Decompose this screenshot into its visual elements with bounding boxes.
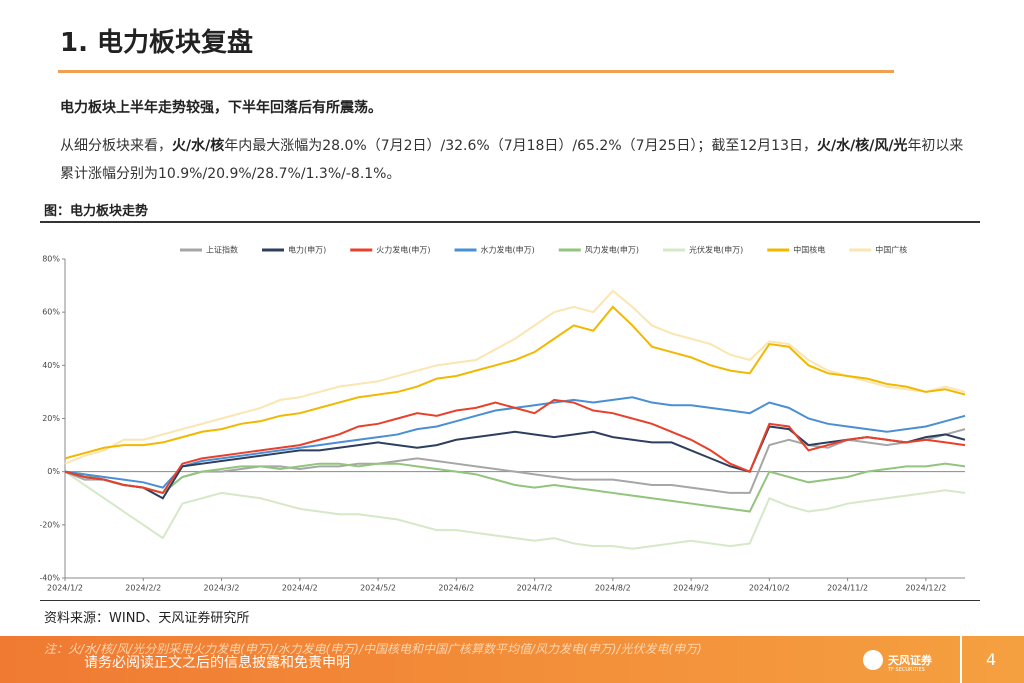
y-tick-label: -20% (40, 520, 60, 529)
title: 1. 电力板块复盘 (60, 28, 254, 58)
legend-label: 上证指数 (206, 245, 238, 255)
title-rule (58, 70, 894, 73)
legend-label: 中国广核 (875, 245, 907, 255)
y-tick-label: 20% (42, 414, 60, 423)
x-tick-label: 2024/4/2 (282, 584, 318, 593)
logo: 天风证券 (888, 654, 932, 667)
series-line (64, 428, 966, 495)
chart: -40% -20% 0% 20% 40% 60% 80% 2024/1/2 2024/2/2 20… (40, 245, 966, 593)
page-number: 4 (986, 650, 997, 669)
y-tick-label: 0% (47, 467, 60, 476)
x-tick-label: 2024/6/2 (438, 584, 474, 593)
disclaimer: 请务必阅读正文之后的信息披露和免责申明 (84, 655, 350, 671)
x-tick-label: 2024/5/2 (360, 584, 396, 593)
figure-rule (40, 221, 980, 223)
text: 年内最大涨幅为28.0%（7月2日）/32.6%（7月18日）/65.2%（7月… (224, 138, 817, 154)
legend-label: 风力发电(申万) (585, 245, 639, 255)
paragraph: 从细分板块来看，火/水/核年内最大涨幅为28.0%（7月2日）/32.6%（7月… (60, 132, 975, 188)
legend-label: 火力发电(申万) (376, 245, 430, 255)
series-line (64, 398, 966, 495)
y-tick-label: 80% (42, 255, 60, 264)
figure-label: 图：电力板块走势 (44, 204, 149, 219)
text: 从细分板块来看， (60, 138, 172, 154)
divider (960, 636, 962, 683)
y-tick-label: 40% (42, 361, 60, 370)
y-tick-label: -40% (40, 574, 60, 583)
legend-label: 电力(申万) (288, 245, 326, 255)
series-line (64, 425, 966, 500)
x-tick-label: 2024/10/2 (749, 584, 790, 593)
legend-label: 中国核电 (793, 245, 825, 255)
source: 资料来源：WIND、天风证券研究所 (44, 611, 250, 626)
x-tick-label: 2024/8/2 (595, 584, 631, 593)
logo-icon (863, 650, 883, 670)
legend-label: 光伏发电(申万) (689, 245, 743, 255)
x-tick-label: 2024/7/2 (517, 584, 553, 593)
source-rule (40, 600, 980, 601)
x-tick-label: 2024/2/2 (125, 584, 161, 593)
x-tick-label: 2024/1/2 (47, 584, 83, 593)
series-line (64, 289, 966, 465)
text: 年初以来累计涨幅分别为10.9%/20.9%/28.7%/1.3%/-8.1%。 (60, 138, 964, 182)
text: 火/水/核/风/光 (816, 138, 908, 154)
x-tick-label: 2024/11/2 (827, 584, 868, 593)
note: 注：火/水/核/风/光分别采用火力发电(申万)/水力发电(申万)/中国核电和中国… (44, 642, 702, 656)
x-tick-label: 2024/9/2 (673, 584, 709, 593)
text: 火/水/核 (172, 138, 225, 154)
summary: 电力板块上半年走势较强，下半年回落后有所震荡。 (60, 100, 382, 116)
series-line (64, 305, 966, 460)
logo-sub: TF SECURITIES (888, 667, 925, 673)
x-tick-label: 2024/12/2 (905, 584, 946, 593)
y-tick-label: 60% (42, 308, 60, 317)
legend-label: 水力发电(申万) (481, 245, 535, 255)
x-tick-label: 2024/3/2 (204, 584, 240, 593)
series-line (64, 462, 966, 513)
footer-bar (0, 636, 1024, 683)
series-line (64, 470, 966, 550)
